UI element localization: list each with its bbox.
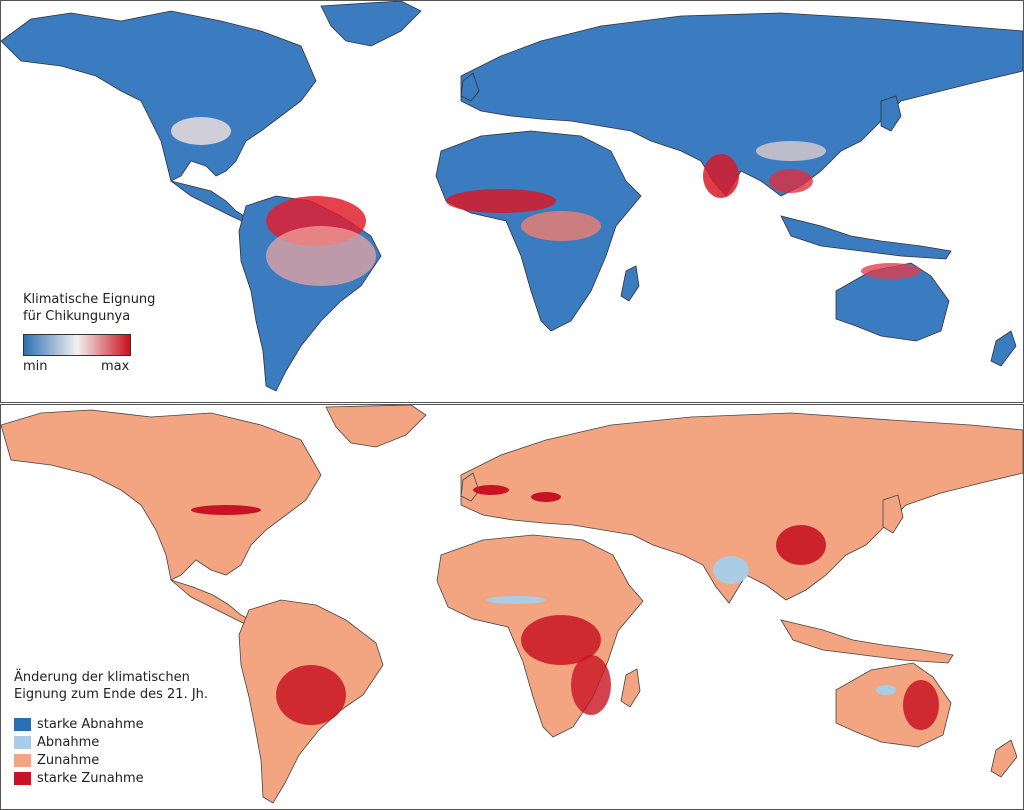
change-legend-title-line2: Eignung zum Ende des 21. Jh.	[14, 687, 209, 702]
swatch-increase	[14, 753, 31, 767]
uk	[460, 472, 480, 502]
north-america	[1, 10, 317, 182]
legend-label-increase: Zunahme	[37, 752, 100, 768]
new-zealand	[990, 739, 1018, 778]
suitability-legend-title: Klimatische Eignung für Chikungunya	[23, 291, 155, 325]
new-zealand	[990, 330, 1017, 367]
legend-label-strong-decrease: starke Abnahme	[37, 716, 144, 732]
swatch-decrease	[14, 735, 31, 749]
change-map-panel: Änderung der klimatischen Eignung zum En…	[0, 404, 1024, 810]
uk	[460, 72, 480, 102]
japan	[882, 494, 904, 534]
legend-item-decrease: Abnahme	[14, 733, 99, 751]
madagascar	[620, 668, 641, 708]
suitability-hotspots	[171, 117, 921, 286]
central-america	[170, 579, 252, 626]
suitability-map	[1, 1, 1023, 392]
suitability-colorbar	[23, 334, 131, 356]
central-america	[170, 180, 250, 224]
madagascar	[620, 265, 640, 302]
japan	[880, 95, 902, 132]
legend-item-strong-increase: starke Zunahme	[14, 769, 144, 787]
north-america	[1, 409, 322, 581]
legend-label-strong-increase: starke Zunahme	[37, 770, 144, 786]
greenland	[325, 405, 427, 448]
suitability-map-panel: Klimatische Eignung für Chikungunya min …	[0, 0, 1024, 403]
change-hotspots	[191, 485, 939, 730]
change-legend-title: Änderung der klimatischen Eignung zum En…	[14, 669, 208, 703]
land-masses-change	[1, 405, 1023, 804]
legend-title-line1: Klimatische Eignung	[23, 292, 156, 307]
legend-item-increase: Zunahme	[14, 751, 99, 769]
eurasia	[460, 412, 1023, 604]
greenland	[320, 1, 422, 47]
change-map	[1, 405, 1023, 804]
legend-label-decrease: Abnahme	[37, 734, 100, 750]
swatch-strong-increase	[14, 771, 31, 785]
southeast-asia-islands	[780, 619, 954, 664]
legend-item-strong-decrease: starke Abnahme	[14, 715, 144, 733]
colorbar-max-label: max	[101, 359, 130, 374]
change-legend-title-line1: Änderung der klimatischen	[14, 670, 190, 685]
swatch-strong-decrease	[14, 717, 31, 731]
southeast-asia-islands	[780, 215, 952, 260]
colorbar-min-label: min	[23, 359, 48, 374]
legend-title-line2: für Chikungunya	[23, 309, 131, 324]
